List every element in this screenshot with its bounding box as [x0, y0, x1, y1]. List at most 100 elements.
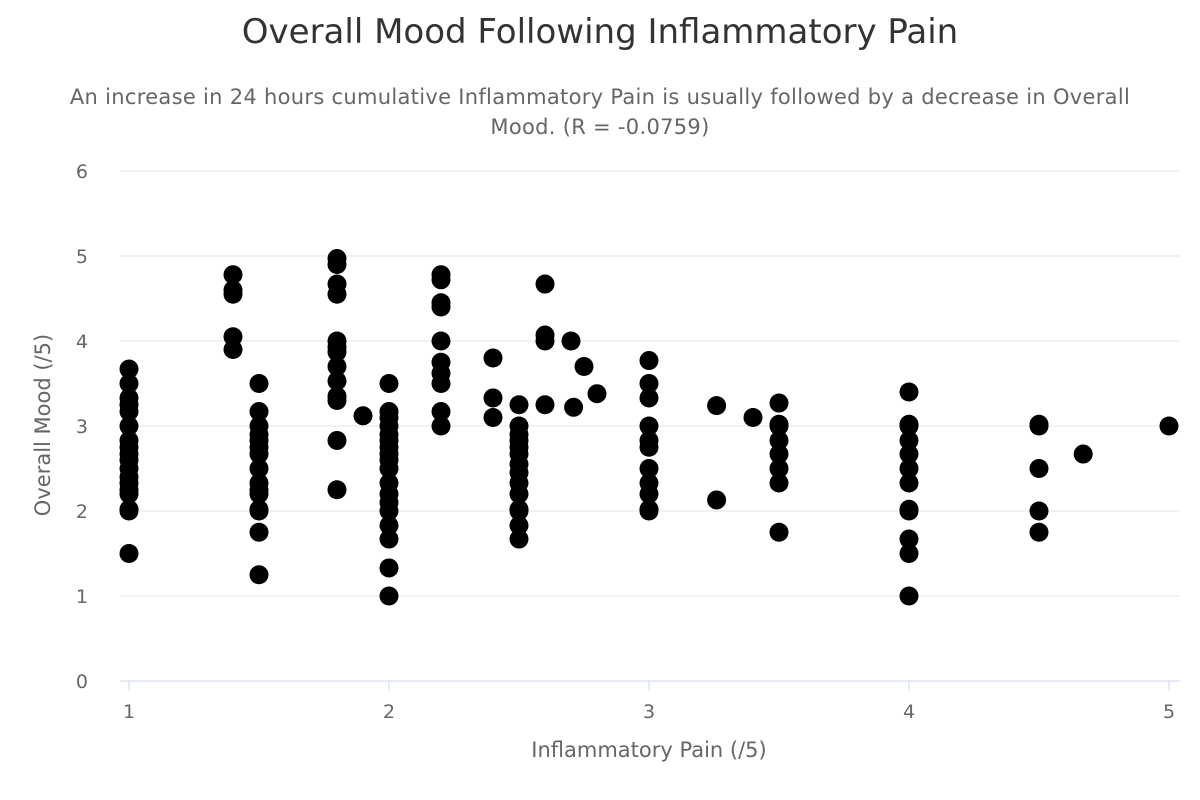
data-point[interactable] — [561, 331, 581, 351]
data-point[interactable] — [639, 374, 659, 393]
data-point[interactable] — [899, 473, 919, 493]
data-point[interactable] — [564, 397, 584, 417]
data-point[interactable] — [899, 529, 919, 549]
data-point[interactable] — [249, 473, 269, 493]
data-point[interactable] — [769, 459, 789, 478]
data-point[interactable] — [223, 327, 243, 347]
data-point[interactable] — [769, 414, 789, 434]
data-point[interactable] — [379, 586, 399, 606]
data-point[interactable] — [327, 249, 347, 269]
data-point[interactable] — [327, 480, 347, 500]
data-point[interactable] — [899, 444, 919, 464]
x-tick-label: 3 — [643, 701, 655, 723]
data-point[interactable] — [379, 402, 399, 422]
data-point[interactable] — [639, 499, 659, 519]
data-point[interactable] — [899, 430, 919, 450]
data-point[interactable] — [769, 393, 789, 413]
data-point[interactable] — [509, 529, 529, 549]
data-point[interactable] — [769, 522, 789, 542]
data-point[interactable] — [899, 414, 919, 434]
data-point[interactable] — [327, 430, 347, 450]
data-point[interactable] — [327, 274, 347, 294]
data-point[interactable] — [769, 473, 789, 493]
data-point[interactable] — [431, 402, 451, 422]
data-point[interactable] — [1073, 444, 1093, 464]
data-point[interactable] — [639, 388, 659, 408]
data-point[interactable] — [483, 388, 503, 408]
data-point[interactable] — [379, 473, 399, 493]
data-point[interactable] — [769, 444, 789, 464]
data-point[interactable] — [899, 499, 919, 519]
data-point[interactable] — [1029, 459, 1049, 478]
data-point[interactable] — [483, 348, 503, 368]
data-point[interactable] — [483, 408, 503, 427]
y-tick-label: 4 — [76, 331, 88, 353]
data-point[interactable] — [587, 384, 607, 404]
x-axis-title: Inflammatory Pain (/5) — [531, 738, 766, 762]
data-point[interactable] — [509, 499, 529, 519]
y-tick-label: 3 — [76, 416, 88, 438]
data-point[interactable] — [899, 459, 919, 478]
data-point[interactable] — [899, 382, 919, 402]
data-point[interactable] — [327, 357, 347, 376]
data-point[interactable] — [1029, 522, 1049, 542]
data-point[interactable] — [379, 558, 399, 578]
data-point[interactable] — [1159, 416, 1179, 436]
data-point[interactable] — [535, 395, 555, 415]
data-point[interactable] — [119, 388, 139, 408]
data-point[interactable] — [743, 408, 763, 427]
data-point[interactable] — [1029, 501, 1049, 521]
y-tick-label: 6 — [76, 161, 88, 183]
data-point[interactable] — [249, 374, 269, 393]
data-point[interactable] — [574, 357, 594, 376]
data-point[interactable] — [899, 586, 919, 606]
data-point[interactable] — [119, 374, 139, 393]
data-point[interactable] — [899, 544, 919, 563]
data-point[interactable] — [431, 352, 451, 372]
data-point[interactable] — [249, 499, 269, 519]
data-point[interactable] — [639, 430, 659, 450]
data-point[interactable] — [379, 374, 399, 393]
data-point[interactable] — [249, 402, 269, 422]
data-point[interactable] — [249, 565, 269, 585]
data-point[interactable] — [639, 351, 659, 371]
data-point[interactable] — [1029, 414, 1049, 434]
chart-title: Overall Mood Following Inflammatory Pain — [241, 12, 959, 52]
data-point[interactable] — [119, 544, 139, 563]
data-point[interactable] — [431, 416, 451, 436]
data-point[interactable] — [249, 416, 269, 436]
data-point[interactable] — [119, 416, 139, 436]
data-point[interactable] — [509, 416, 529, 436]
data-point[interactable] — [249, 522, 269, 542]
data-point[interactable] — [249, 459, 269, 478]
data-point[interactable] — [353, 406, 373, 426]
data-point[interactable] — [509, 395, 529, 415]
data-point[interactable] — [769, 430, 789, 450]
chart-subtitle: An increase in 24 hours cumulative Infla… — [69, 85, 1131, 139]
data-point[interactable] — [707, 490, 727, 510]
data-point[interactable] — [509, 515, 529, 535]
data-point[interactable] — [119, 499, 139, 519]
data-point[interactable] — [639, 473, 659, 493]
data-point[interactable] — [431, 265, 451, 285]
data-point[interactable] — [431, 331, 451, 351]
data-point[interactable] — [223, 280, 243, 300]
grid-lines — [120, 170, 1180, 597]
data-point[interactable] — [327, 331, 347, 351]
data-point[interactable] — [379, 515, 399, 535]
data-point[interactable] — [327, 371, 347, 391]
data-point[interactable] — [379, 529, 399, 549]
data-point[interactable] — [119, 359, 139, 379]
x-tick-label: 1 — [123, 701, 135, 723]
axes: 0 1 2 3 4 5 6 1 2 3 4 5 — [76, 161, 1180, 723]
data-point[interactable] — [119, 430, 139, 450]
data-point[interactable] — [639, 459, 659, 478]
data-point[interactable] — [639, 416, 659, 436]
data-point[interactable] — [535, 274, 555, 294]
data-point[interactable] — [707, 396, 727, 416]
data-point[interactable] — [223, 265, 243, 285]
data-point[interactable] — [535, 325, 555, 345]
data-point[interactable] — [431, 293, 451, 313]
data-point[interactable] — [327, 386, 347, 406]
